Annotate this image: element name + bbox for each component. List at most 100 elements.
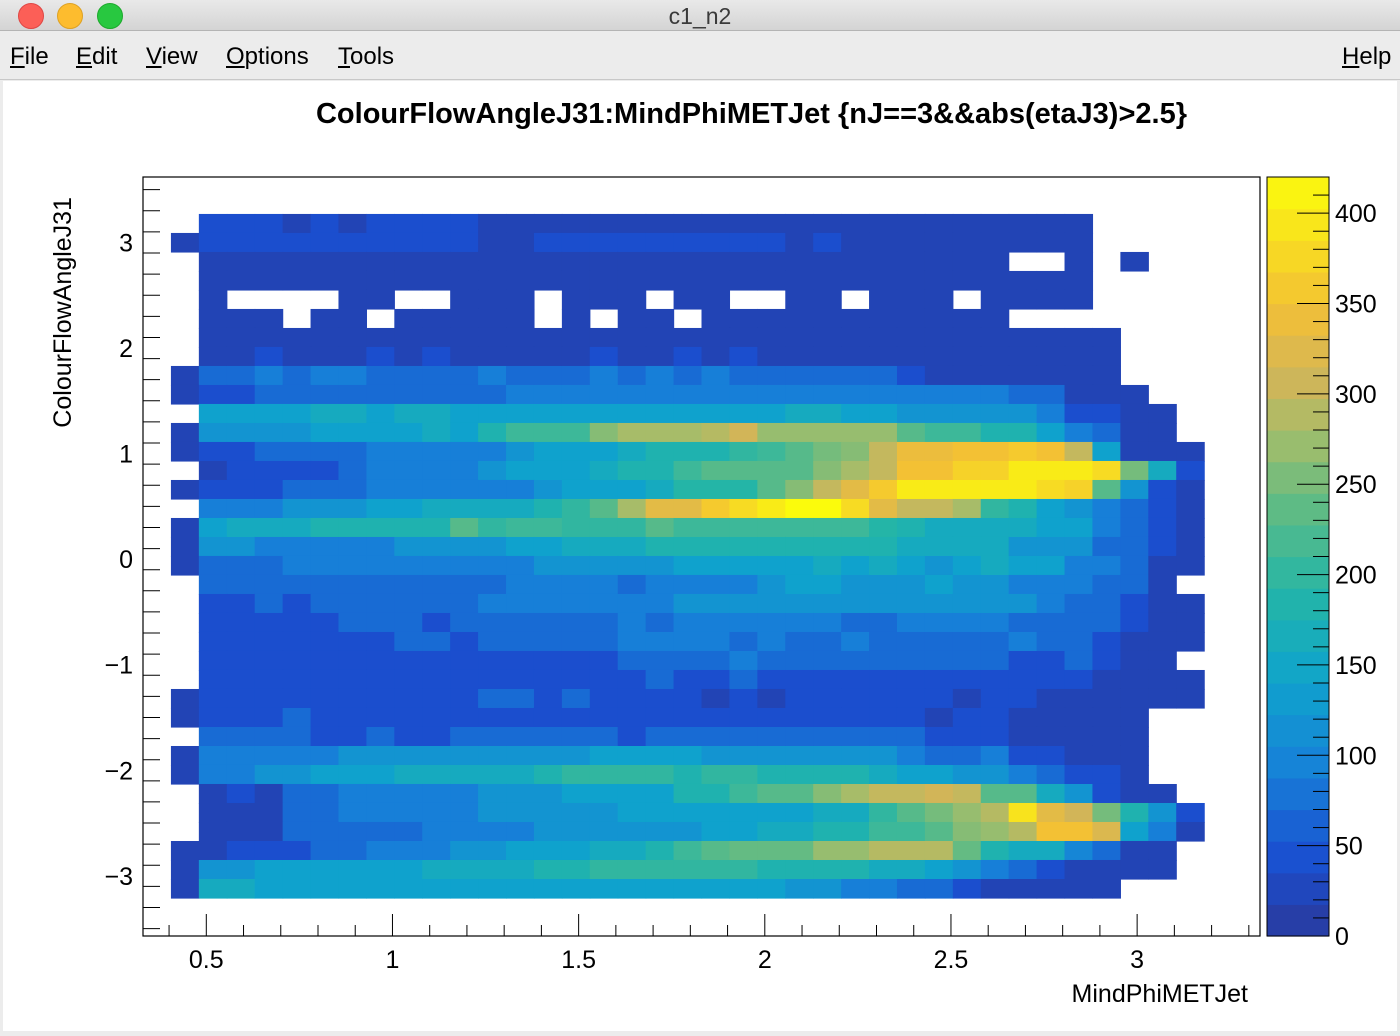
menu-edit[interactable]: Edit	[76, 43, 118, 70]
heatmap-cell	[589, 213, 619, 234]
heatmap-cell	[896, 821, 926, 842]
menu-view[interactable]: View	[146, 43, 198, 70]
heatmap-cell	[1036, 612, 1066, 633]
heatmap-cell	[952, 479, 982, 500]
heatmap-cell	[1092, 479, 1121, 500]
heatmap-cell	[198, 859, 228, 880]
heatmap-cell	[198, 802, 228, 823]
heatmap-cell	[282, 650, 312, 671]
heatmap-cell	[701, 384, 731, 405]
heatmap-cell	[813, 441, 842, 462]
heatmap-cell	[561, 783, 591, 804]
heatmap-cell	[617, 251, 647, 272]
heatmap-cell	[1176, 802, 1205, 823]
heatmap-cell	[869, 517, 898, 538]
heatmap-cell	[226, 251, 256, 272]
heatmap-cell	[282, 574, 312, 595]
heatmap-cell	[757, 517, 786, 538]
heatmap-cell	[478, 289, 507, 310]
heatmap-cell	[533, 517, 563, 538]
heatmap-cell	[980, 251, 1010, 272]
heatmap-cell	[757, 384, 786, 405]
heatmap-cell	[729, 251, 758, 272]
heatmap-cell	[1064, 707, 1094, 728]
close-window-button[interactable]	[18, 3, 44, 29]
heatmap-cell	[394, 879, 423, 899]
heatmap-cell	[478, 232, 507, 253]
heatmap-cell	[394, 783, 423, 804]
heatmap-cell	[254, 726, 284, 747]
heatmap-cell	[673, 384, 703, 405]
heatmap-cell	[450, 612, 479, 633]
heatmap-cell	[254, 479, 284, 500]
heatmap-cell	[980, 460, 1010, 481]
heatmap-cell	[924, 764, 954, 785]
heatmap-cell	[366, 707, 395, 728]
heatmap-cell	[170, 384, 200, 405]
heatmap-cell	[506, 270, 535, 291]
heatmap-cell	[506, 650, 535, 671]
heatmap-cell	[394, 650, 423, 671]
heatmap-cell	[896, 859, 926, 880]
heatmap-cell	[645, 593, 675, 614]
heatmap-cell	[1036, 879, 1066, 899]
menu-tools[interactable]: Tools	[338, 43, 395, 70]
heatmap-cell	[729, 764, 758, 785]
menu-help[interactable]: Help	[1342, 43, 1392, 70]
heatmap-cell	[338, 498, 367, 519]
heatmap-cell	[785, 270, 814, 291]
heatmap-cell	[785, 764, 814, 785]
heatmap-cell	[645, 745, 675, 766]
heatmap-cell	[869, 403, 898, 424]
heatmap-cell	[533, 270, 563, 291]
heatmap-cell	[841, 859, 870, 880]
heatmap-cell	[1036, 536, 1066, 557]
heatmap-cell	[729, 403, 758, 424]
heatmap-cell	[561, 498, 591, 519]
heatmap-cell	[729, 498, 758, 519]
heatmap-cell	[813, 270, 842, 291]
heatmap-cell	[589, 764, 619, 785]
heatmap-cell	[896, 384, 926, 405]
heatmap-cell	[338, 688, 367, 709]
heatmap-cell	[589, 403, 619, 424]
heatmap-cell	[533, 745, 563, 766]
heatmap-cell	[1064, 422, 1094, 443]
heatmap-cell	[310, 460, 340, 481]
heatmap-cell	[952, 441, 982, 462]
heatmap-cell	[617, 327, 647, 348]
heatmap-cell	[478, 574, 507, 595]
root-canvas[interactable]: ColourFlowAngleJ31:MindPhiMETJet {nJ==3&…	[3, 81, 1397, 1031]
heatmap-cell	[533, 498, 563, 519]
heatmap-cell	[1092, 574, 1121, 595]
heatmap-cell	[924, 479, 954, 500]
heatmap-cell	[198, 479, 228, 500]
heatmap-cell	[254, 498, 284, 519]
heatmap-cell	[980, 232, 1010, 253]
heatmap-cell	[757, 422, 786, 443]
heatmap-cell	[673, 669, 703, 690]
heatmap-cell	[813, 821, 842, 842]
heatmap-cell	[366, 821, 395, 842]
minimize-window-button[interactable]	[57, 3, 83, 29]
heatmap-cell	[701, 593, 731, 614]
colorbar-segment	[1267, 524, 1329, 558]
heatmap-cell	[254, 441, 284, 462]
heatmap-cell	[896, 327, 926, 348]
maximize-window-button[interactable]	[97, 3, 123, 29]
heatmap-cell	[1148, 631, 1177, 652]
heatmap-cell	[282, 213, 312, 234]
heatmap-cell	[422, 783, 451, 804]
menu-file[interactable]: File	[10, 43, 49, 70]
heatmap-cell	[450, 403, 479, 424]
colorbar-segment	[1267, 208, 1329, 241]
heatmap-cell	[617, 517, 647, 538]
heatmap-cell	[1008, 650, 1038, 671]
heatmap-cell	[869, 612, 898, 633]
heatmap-cell	[813, 403, 842, 424]
menu-options[interactable]: Options	[226, 43, 309, 70]
heatmap-cell	[1064, 441, 1094, 462]
heatmap-cell	[813, 251, 842, 272]
heatmap-cell	[673, 821, 703, 842]
heatmap-cell	[533, 365, 563, 386]
